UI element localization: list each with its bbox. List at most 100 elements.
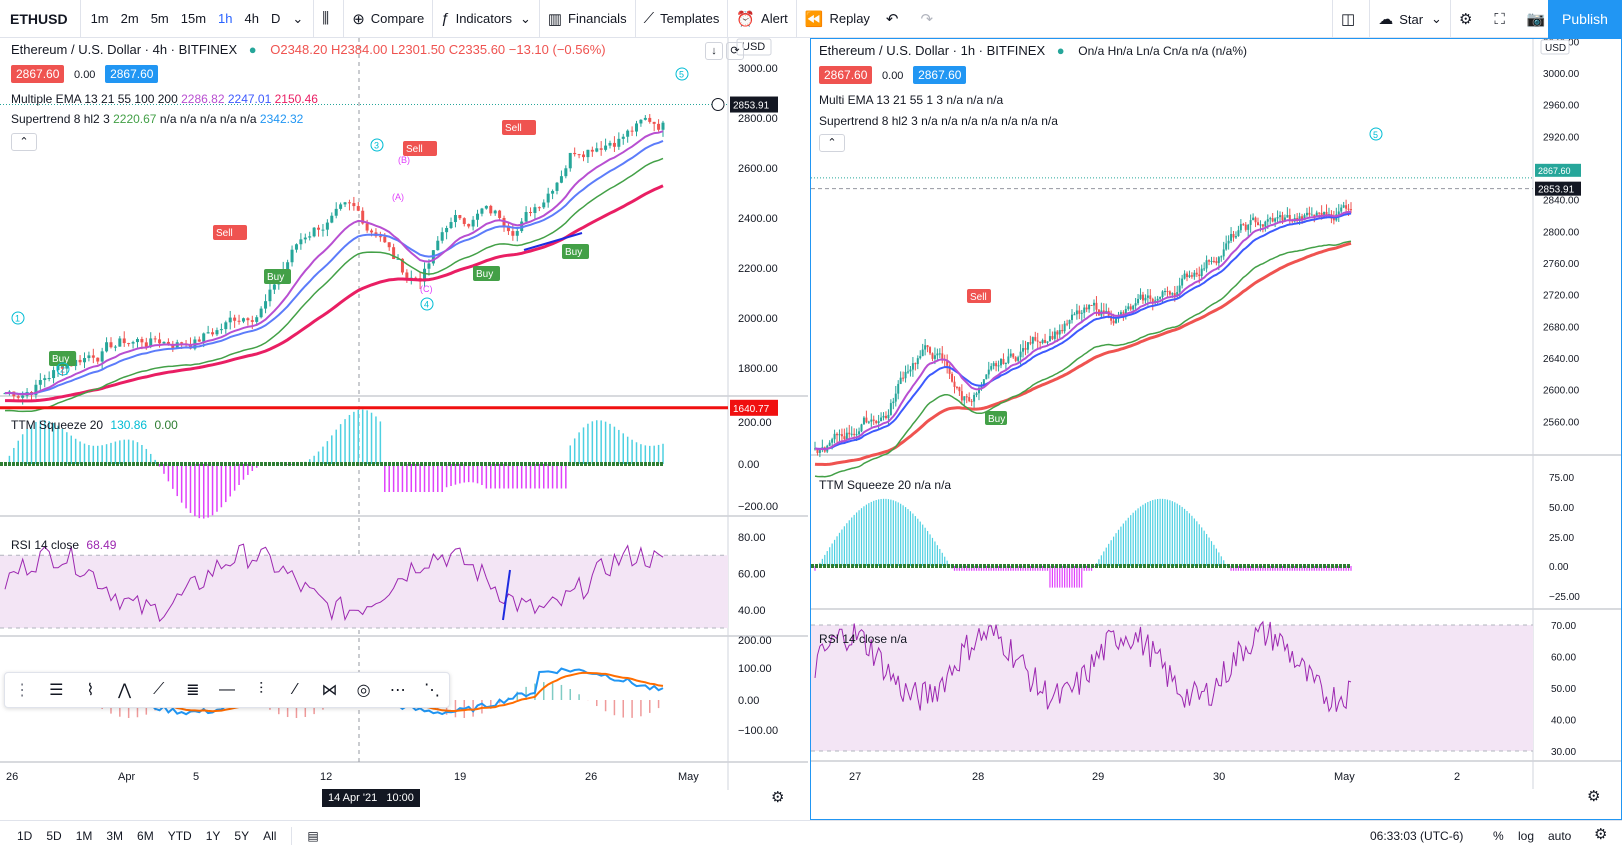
timeframe-dropdown[interactable]: ⌄ (286, 0, 309, 38)
candle-body (946, 360, 949, 366)
clock[interactable]: 06:33:03 (UTC-6) (1370, 829, 1464, 843)
go-to-date-button[interactable]: ▤ (300, 829, 325, 843)
left-supertrend-legend[interactable]: Supertrend 8 hl2 3 2220.67 n/a n/a n/a n… (11, 112, 303, 126)
tool-spiral[interactable]: ◎ (347, 673, 381, 707)
collapse-legend-button[interactable]: ⌃ (819, 134, 845, 152)
publish-button[interactable]: Publish (1548, 0, 1622, 38)
range-1y[interactable]: 1Y (205, 828, 221, 843)
right-rsi-legend[interactable]: RSI 14 close n/a (819, 632, 907, 646)
settings-button[interactable]: ⚙ (1451, 0, 1486, 38)
range-1m[interactable]: 1M (75, 828, 93, 843)
maximize-pane-button[interactable]: ⟳ (726, 42, 744, 60)
timeframe-2m[interactable]: 2m (120, 11, 139, 26)
candle-body (995, 363, 998, 367)
layout-button[interactable]: ◫ (1333, 0, 1369, 38)
financials-button[interactable]: ▥ Financials (540, 0, 635, 38)
star-button[interactable]: ☁ Star ⌄ (1370, 0, 1450, 38)
timeframe-group: 1m 2m 5m 15m 1h 4h D ⌄ (81, 0, 314, 38)
percent-toggle[interactable]: % (1493, 829, 1504, 843)
divider (1449, 0, 1451, 38)
tool-trend-line[interactable]: ⟋ (142, 673, 176, 707)
candle-body (1222, 249, 1225, 257)
undo-button[interactable]: ↶ (878, 0, 913, 38)
right-sell-price[interactable]: 2867.60 (819, 66, 873, 84)
candle-body (109, 342, 113, 348)
right-ttm-legend[interactable]: TTM Squeeze 20 n/a n/a (819, 478, 951, 492)
ema-label: Multi EMA 13 21 55 1 3 (819, 93, 944, 107)
rsi-tick-0: 80.00 (738, 532, 766, 544)
auto-toggle[interactable]: auto (1548, 829, 1572, 843)
candle-body (595, 148, 599, 152)
compare-button[interactable]: ⊕ Compare (344, 0, 432, 38)
left-rsi-legend[interactable]: RSI 14 close 68.49 (11, 538, 116, 552)
right-chart-pane[interactable]: 3040.003000.002960.002920.002880.002840.… (810, 38, 1622, 820)
ttm-tick-4: −25.00 (1549, 592, 1580, 603)
log-toggle[interactable]: log (1518, 829, 1535, 843)
bar-style-button[interactable]: ⫼ (314, 0, 343, 38)
candle-body (400, 258, 404, 273)
range-3m[interactable]: 3M (106, 828, 124, 843)
indicators-button[interactable]: ƒ Indicators ⌄ (433, 0, 539, 38)
snapshot-button[interactable]: 📷 (1519, 0, 1560, 38)
tool-elliott-wave[interactable]: ⌇ (73, 673, 107, 707)
tool-fib-channel[interactable]: ⋯ (381, 673, 415, 707)
candle-body (1188, 275, 1191, 278)
timeframe-1h[interactable]: 1h (218, 11, 233, 26)
left-ttm-legend[interactable]: TTM Squeeze 20 130.86 0.00 (11, 418, 178, 432)
candle-body (511, 231, 515, 236)
replay-button[interactable]: ⏪ Replay (797, 0, 878, 38)
range-5y[interactable]: 5Y (234, 828, 250, 843)
right-symbol-title[interactable]: Ethereum / U.S. Dollar · 1h · BITFINEX (819, 43, 1046, 58)
tool-abc-pattern[interactable]: ⋀ (107, 673, 141, 707)
buy-signal-3-bg (473, 266, 500, 281)
right-axis-settings-button[interactable]: ⚙ (1587, 787, 1600, 805)
timeframe-15m[interactable]: 15m (180, 11, 207, 26)
candle-body (1308, 212, 1311, 215)
right-chart-canvas[interactable]: 3040.003000.002960.002920.002880.002840.… (811, 39, 1621, 819)
right-ema-legend[interactable]: Multi EMA 13 21 55 1 3 n/a n/a n/a (819, 93, 1003, 107)
symbol-search[interactable]: ETHUSD (10, 10, 68, 27)
candle-body (1129, 306, 1132, 310)
redo-button[interactable]: ↷ (913, 0, 948, 38)
candle-body (551, 190, 555, 194)
range-ytd[interactable]: YTD (167, 828, 192, 843)
tool-gann[interactable]: ⫶ (244, 673, 278, 707)
tool-line[interactable]: ∕ (278, 673, 312, 707)
range-all[interactable]: All (263, 828, 277, 843)
left-sell-price[interactable]: 2867.60 (11, 65, 65, 83)
timeframe-5m[interactable]: 5m (150, 11, 169, 26)
left-buy-price[interactable]: 2867.60 (105, 65, 159, 83)
alert-button[interactable]: ⏰ Alert (728, 0, 795, 38)
candle-body (1014, 357, 1017, 361)
tool-horizontal-ray[interactable]: — (210, 673, 244, 707)
left-axis-settings-button[interactable]: ⚙ (771, 788, 784, 806)
fullscreen-button[interactable]: ⛶ (1486, 0, 1519, 38)
top-toolbar: ETHUSD 1m 2m 5m 15m 1h 4h D ⌄ ⫼ ⊕ Compare… (0, 0, 1622, 38)
ttm-value-2: 0.00 (154, 418, 178, 432)
candle-body (911, 363, 914, 370)
right-supertrend-legend[interactable]: Supertrend 8 hl2 3 n/a n/a n/a n/a n/a n… (819, 114, 1058, 128)
tool-horizontal-lines[interactable]: ☰ (39, 673, 73, 707)
timeframe-4h[interactable]: 4h (244, 11, 259, 26)
range-6m[interactable]: 6M (137, 828, 154, 843)
templates-button[interactable]: ⟋ Templates (636, 0, 728, 38)
tool-more[interactable]: ⋱ (415, 673, 449, 707)
candle-body (1230, 233, 1233, 241)
wave-1-ring (11, 311, 25, 325)
range-5d[interactable]: 5D (46, 828, 62, 843)
drag-handle-icon: ⋮ (14, 682, 31, 699)
right-buy-price[interactable]: 2867.60 (913, 66, 967, 84)
left-ema-legend[interactable]: Multiple EMA 13 21 55 100 200 2286.82 22… (11, 92, 318, 106)
range-1d[interactable]: 1D (17, 828, 33, 843)
candle-body (948, 365, 951, 374)
bottom-settings-button[interactable]: ⚙ (1594, 825, 1607, 843)
drag-handle[interactable]: ⋮ (5, 673, 39, 707)
time-tick-4: 19 (454, 771, 466, 783)
scroll-down-button[interactable]: ↓ (705, 42, 723, 60)
collapse-legend-button[interactable]: ⌃ (11, 133, 37, 151)
tool-fib[interactable]: ≣ (176, 673, 210, 707)
left-symbol-title[interactable]: Ethereum / U.S. Dollar · 4h · BITFINEX (11, 42, 238, 57)
tool-pattern[interactable]: ⋈ (312, 673, 346, 707)
timeframe-d[interactable]: D (270, 11, 281, 26)
timeframe-1m[interactable]: 1m (90, 11, 109, 26)
